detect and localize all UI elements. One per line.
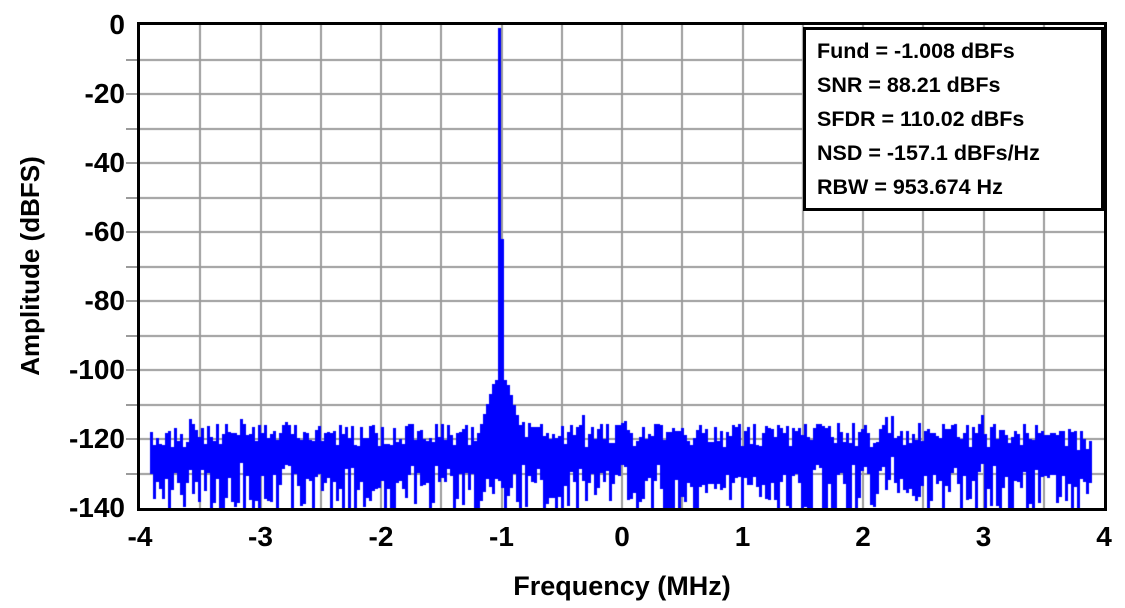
y-tick-label: -40: [84, 147, 125, 178]
y-tick-label: -60: [84, 216, 125, 247]
x-tick-label: -4: [127, 521, 153, 552]
y-tick-label: -100: [68, 354, 125, 385]
y-tick-label: -20: [84, 78, 125, 109]
x-tick-label: -3: [248, 521, 273, 552]
y-tick-mark: [126, 128, 138, 130]
legend-line-fund: Fund = -1.008 dBFs: [817, 39, 1015, 63]
x-tick-label: 0: [614, 521, 630, 552]
x-tick-label: -2: [368, 521, 394, 552]
y-tick-mark: [126, 231, 138, 233]
x-tick-label: 4: [1096, 521, 1112, 552]
x-tick-label: 2: [855, 521, 871, 552]
y-tick-mark: [126, 266, 138, 268]
y-tick-label: 0: [109, 9, 125, 40]
legend-line-rbw: RBW = 953.674 Hz: [817, 175, 1003, 199]
y-tick-mark: [126, 93, 138, 95]
y-tick-label: -140: [68, 492, 125, 523]
y-tick-mark: [126, 404, 138, 406]
x-tick-label: 3: [975, 521, 992, 552]
y-tick-mark: [126, 473, 138, 475]
y-tick-mark: [126, 335, 138, 337]
y-tick-mark: [126, 300, 138, 302]
legend-line-sfdr: SFDR = 110.02 dBFs: [817, 107, 1025, 131]
x-axis-title: Frequency (MHz): [513, 571, 731, 601]
legend-box: Fund = -1.008 dBFs SNR = 88.21 dBFs SFDR…: [803, 27, 1104, 211]
y-tick-label: -120: [68, 423, 125, 454]
y-tick-label: -80: [84, 285, 125, 316]
x-tick-label: 1: [734, 521, 751, 552]
legend-line-nsd: NSD = -157.1 dBFs/Hz: [817, 141, 1040, 165]
y-tick-mark: [126, 162, 138, 164]
y-tick-mark: [126, 59, 138, 61]
y-tick-mark: [126, 197, 138, 199]
legend-line-snr: SNR = 88.21 dBFs: [817, 73, 1001, 97]
x-tick-label: -1: [489, 521, 514, 552]
y-tick-mark: [126, 369, 138, 371]
y-tick-mark: [126, 438, 138, 440]
